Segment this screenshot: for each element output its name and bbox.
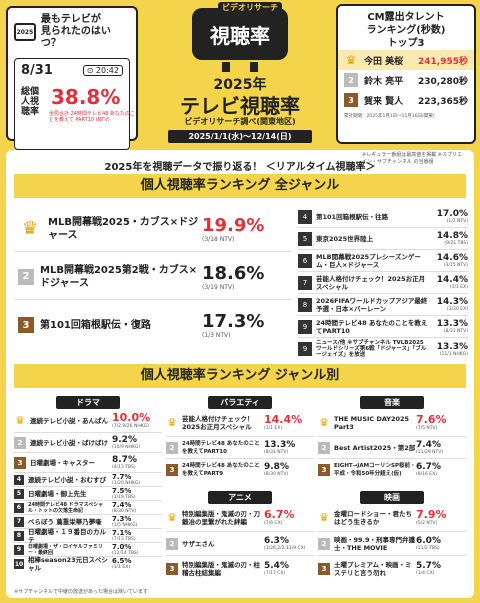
rank-badge: 2	[18, 268, 34, 285]
peak-note: 全局合計 24時間テレビ48 あなたのことを教えて PART10 (NTV)	[49, 111, 135, 123]
genre-row: 2 連続テレビ小説・ばけばけ 9.2% (10/9 NHKG)	[14, 433, 162, 453]
cm-row: ♛ 今田 美桜 241,955秒	[338, 50, 474, 70]
genre-row: 2 Best Artist2025・第2部 7.4% (11/29 NTV)	[318, 437, 466, 459]
crown-icon: ♛	[167, 511, 177, 524]
peak-time: ⊙ 20:42	[82, 65, 123, 76]
top-ranking-row: ♛ MLB開幕戦2025・カブス×ドジャース 19.9% (3/18 NTV)	[14, 206, 292, 252]
genre-row: ♛ THE MUSIC DAY2025 Part3 7.6% (7/5 NTV)	[318, 409, 466, 437]
crown-icon: ♛	[167, 416, 177, 429]
genre-row: ♛ 連続テレビ小説・あんぱん 10.0% (7/2,9/26 NHKG)	[14, 409, 162, 433]
cm-row: 2 鈴木 亮平 230,280秒	[338, 70, 474, 90]
tv-icon: 2025	[14, 23, 36, 41]
genre-row: 9 日曜劇場・ザ・ロイヤルファミリー・最終回 7.0% (12/14 TBS)	[14, 543, 162, 557]
cm-card-title: CM露出タレント ランキング(秒数) トップ3	[366, 12, 446, 49]
genre-label: ドラマ	[56, 396, 120, 409]
crown-icon: ♛	[319, 511, 329, 524]
genre-row: ♛ 金曜ロードショー・君たちはどう生きるか 7.9% (5/2 NTV)	[318, 504, 466, 532]
ranking-panel: ※レギュラー番組は最高値を掲載 ※スプリエイン・サブチャンネル の当番組 202…	[6, 150, 474, 598]
ranking-row: 7 芸能人格付けチェック！2025お正月スペシャル 14.4% (1/1 EX)	[298, 272, 468, 294]
crown-icon: ♛	[345, 53, 357, 67]
genre-row: 8 日曜劇場・１９番目のカルテ 7.1% (7/13 TBS)	[14, 528, 162, 544]
ranking-row: 4 第101回箱根駅伝・往路 17.0% (1/2 NTV)	[298, 206, 468, 228]
logo: ビデオリサーチ 視聴率	[192, 2, 288, 72]
page-subtitle: ビデオリサーチ調べ(関東地区)	[184, 117, 296, 126]
genre-row: 5 日曜劇場・御上先生 7.5% (1/19 TBS)	[14, 487, 162, 501]
banner-by-genre: 個人視聴率ランキング ジャンル別	[14, 364, 466, 388]
genre-row: 7 べらぼう 蔦重栄華乃夢噺 7.3% (1/5 NHKG)	[14, 515, 162, 529]
page-title: テレビ視聴率	[180, 94, 300, 118]
cm-talent-card: CM露出タレント ランキング(秒数) トップ3 ♛ 今田 美桜 241,955秒…	[336, 4, 476, 144]
rank-badge: 2	[344, 73, 358, 87]
peak-card-box: 8/31 ⊙ 20:42 総個人視聴率 38.8% 全局合計 24時間テレビ48…	[14, 58, 135, 150]
intro-heading: 2025年を視聴データで振り返る！ ＜リアルタイム視聴率＞	[104, 162, 376, 173]
cm-row: 3 賀来 賢人 223,365秒	[338, 90, 474, 110]
genre-variety: バラエティ ♛ 芸能人格付けチェック！2025お正月スペシャル 14.4% (1/1 …	[166, 396, 314, 582]
ranking-row: 9 24時間テレビ48 あなたのことを教えてPART10 13.3% (8/31 …	[298, 316, 468, 338]
genre-row: 2 サザエさん 6.3% (1/26,2/2,11/9 CX)	[166, 532, 314, 556]
footnote: ※サブチャンネルで中継の放送があった場合は除いています	[14, 589, 148, 595]
top-ranking-row: 3 第101回箱根駅伝・復路 17.3% (1/3 NTV)	[14, 302, 292, 348]
peak-viewing-card: 2025 最もテレビが 見られたのはいつ？ 8/31 ⊙ 20:42 総個人視聴…	[6, 6, 138, 150]
genre-row: 3 24時間テレビ48 あなたのことを教えてPART9 9.8% (8/30 NTV)	[166, 459, 314, 481]
peak-card-title: 最もテレビが 見られたのはいつ？	[40, 14, 111, 49]
year-label: 2025年	[213, 77, 267, 93]
genre-row: 2 24時間テレビ48 あなたのことを教えてPART10 13.3% (8/31 NT…	[166, 437, 314, 459]
ranking-row: 8 2026FIFAワールドカップアジア最終予選・日本×バーレーン 14.3%(…	[298, 294, 468, 316]
genre-row: 3 特別編集版・鬼滅の刃・柱稽古柱結集編 5.4% (7/17 CX)	[166, 556, 314, 582]
genre-label: アニメ	[208, 491, 272, 504]
genre-label: 映画	[360, 491, 424, 504]
crown-icon: ♛	[15, 414, 25, 427]
banner-all-genres: 個人視聴率ランキング 全ジャンル	[14, 174, 466, 198]
period-badge: 2025/1/1(水)〜12/14(日)	[168, 130, 312, 143]
crown-icon: ♛	[21, 218, 39, 239]
genre-row: 3 EIGHT→JAMコーリンSP桜前・平成・令和50年分超え(仮) 6.7% (8/…	[318, 459, 466, 481]
genre-row: ♛ 芸能人格付けチェック！2025お正月スペシャル 14.4% (1/1 EX)	[166, 409, 314, 437]
genre-row: ♛ 特別編集版・鬼滅の刃・刀鍛冶の里繋がれた絆編 6.7% (7/6 CX)	[166, 504, 314, 532]
ranking-row: 6 MLB開幕戦2025プレシーズンゲーム・巨人×ドジャース 14.6% (3/1…	[298, 250, 468, 272]
genre-row: 3 土曜プレミアム・映画・ミステリと言う勿れ 5.7% (1/4 CX)	[318, 556, 466, 582]
peak-value: 38.8%	[51, 85, 121, 109]
cm-note: 累計期間：2025年1月1日〜11月16日(関東)	[344, 114, 435, 119]
genre-row: 2 映画・99.9・刑事専門弁護士・THE MOVIE 6.0% (11/2 TBS)	[318, 532, 466, 556]
genre-label: バラエティ	[208, 396, 272, 409]
peak-label: 総個人視聴率	[21, 87, 40, 117]
crown-icon: ♛	[319, 416, 329, 429]
genre-label: 音楽	[360, 396, 424, 409]
peak-date: 8/31	[21, 63, 53, 78]
panel-note: ※レギュラー番組は最高値を掲載 ※スプリエイン・サブチャンネル の当番組	[362, 152, 462, 165]
genre-music: 音楽 ♛ THE MUSIC DAY2025 Part3 7.6% (7/5 NTV)…	[318, 396, 466, 582]
genre-row: 6 24時間テレビ48 ドラマスペシャル・トットの欠落生命記 7.4% (8/30 N…	[14, 501, 162, 515]
ranking-row: 5 東京2025世界陸上 14.8% (9/21 TBS)	[298, 228, 468, 250]
genre-row: 10 相棒season23元日スペシャル 6.5% (1/1 EX)	[14, 556, 132, 572]
top-ranking-row: 2 MLB開幕戦2025第2戦・カブス×ドジャース 18.6% (3/19 NTV…	[14, 254, 292, 300]
rank-badge: 3	[18, 317, 34, 333]
ranking-row: 9 ニュース/他 ※サブチャンネル TVLB2025ワールドシリーズ第6戦「ドジ…	[298, 338, 468, 360]
tv-logo-icon: ビデオリサーチ 視聴率	[192, 2, 288, 60]
rank-badge: 3	[344, 93, 358, 107]
genre-row: 4 連続テレビ小説・おむすび 7.7% (1/20 NHKG)	[14, 473, 162, 487]
genre-row: 3 日曜劇場・キャスター 8.7% (4/13 TBS)	[14, 453, 162, 473]
header: 2025 最もテレビが 見られたのはいつ？ 8/31 ⊙ 20:42 総個人視聴…	[0, 0, 480, 150]
